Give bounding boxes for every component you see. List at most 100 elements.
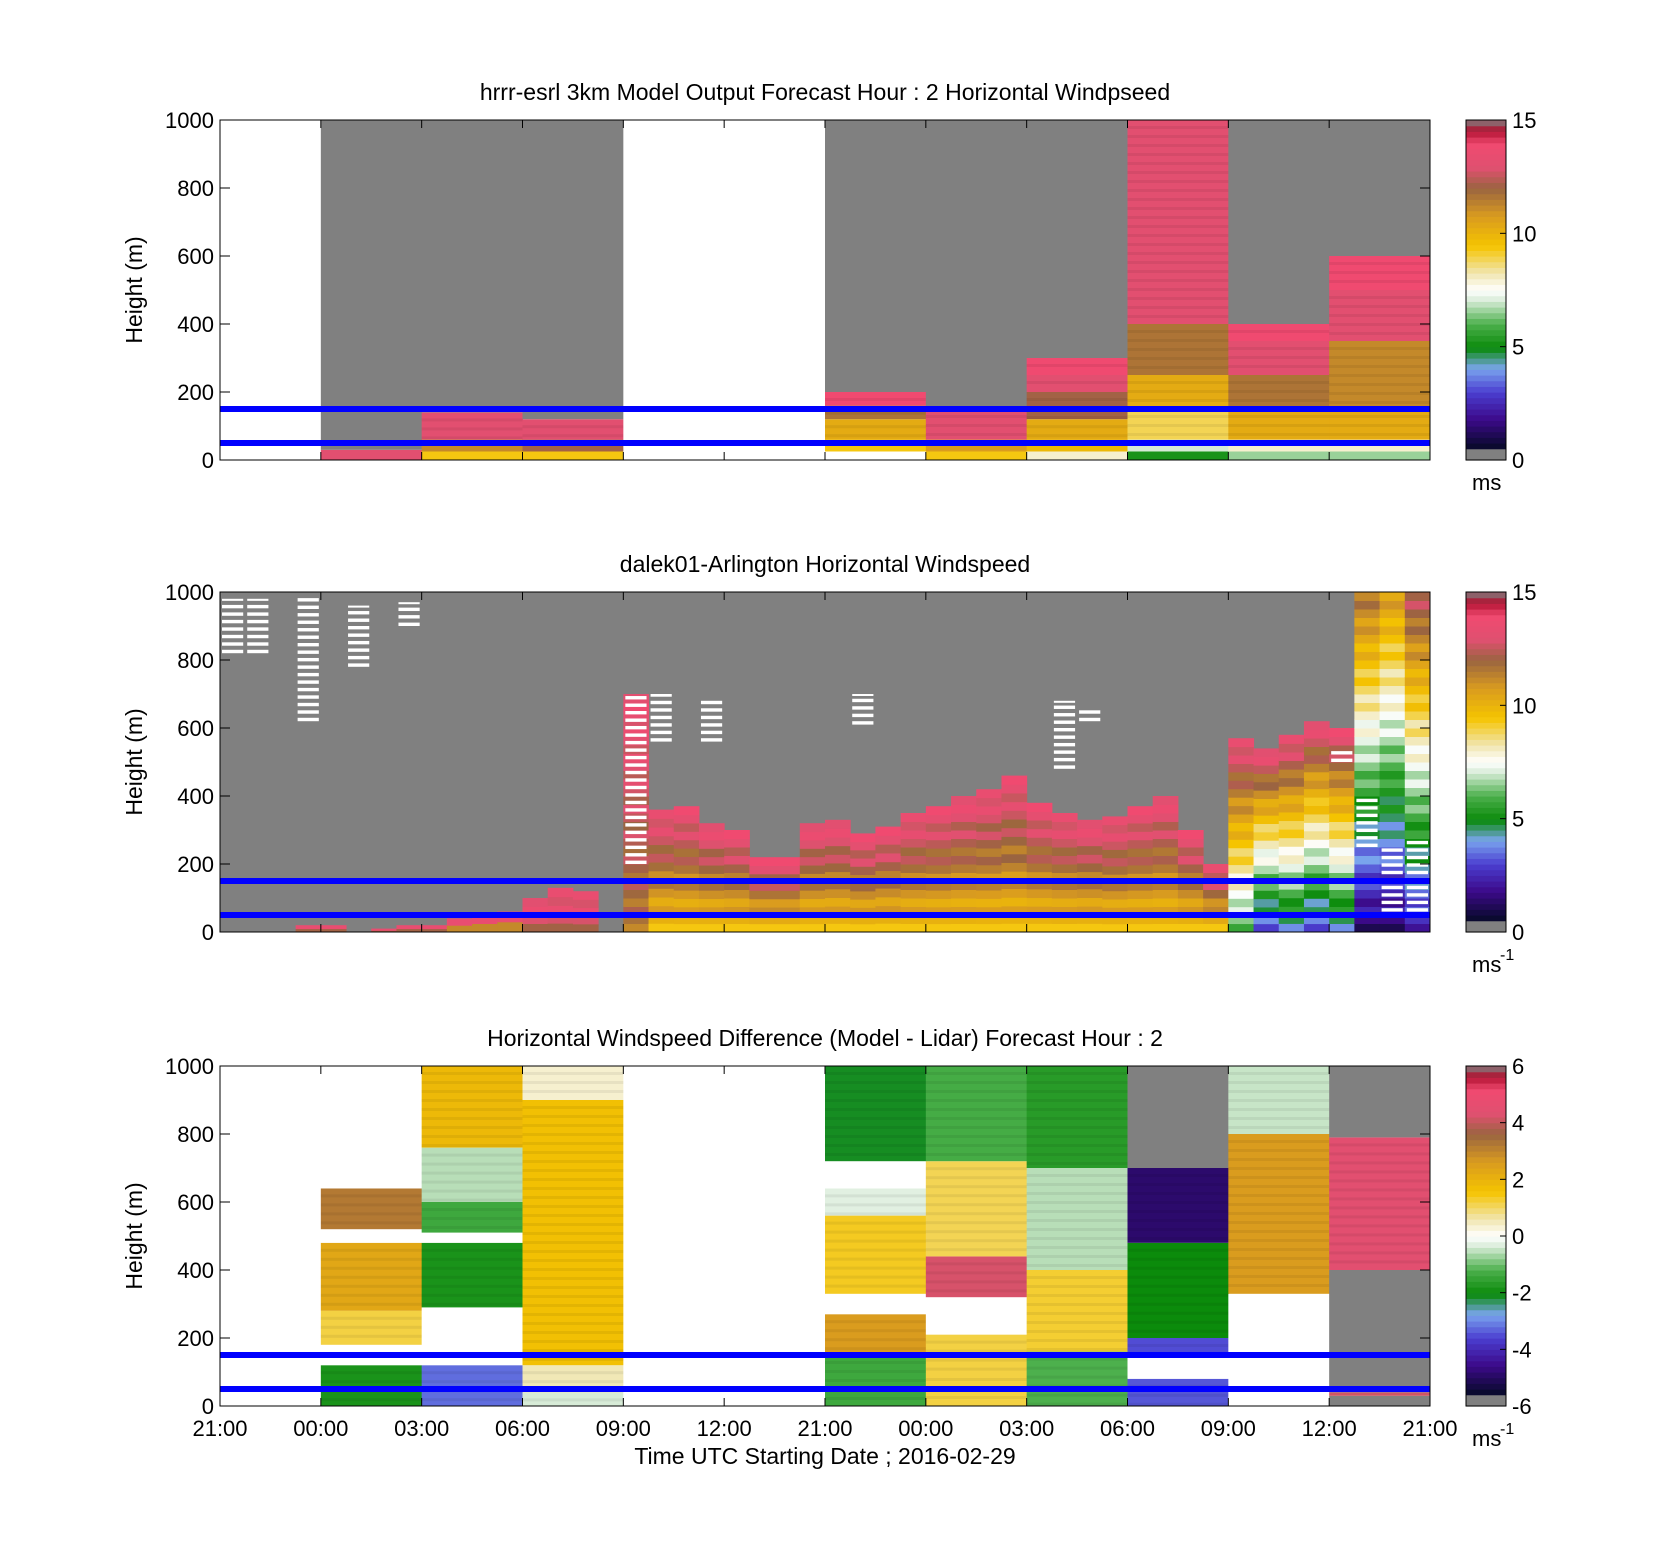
heatmap-cell [900, 923, 927, 933]
gap-patch [1381, 863, 1403, 867]
heatmap-cell-stripe [1127, 171, 1229, 174]
gap-patch [398, 602, 420, 605]
heatmap-cell [1379, 915, 1406, 924]
colorbar-swatch [1466, 603, 1506, 610]
heatmap-cell-stripe [825, 1379, 927, 1382]
heatmap-cell-stripe [1026, 1081, 1128, 1084]
heatmap-cell [623, 830, 650, 839]
heatmap-cell [875, 905, 902, 915]
heatmap-cell-stripe [1329, 1179, 1431, 1183]
heatmap-cell [1253, 798, 1280, 808]
colorbar-swatch [1466, 790, 1506, 797]
heatmap-cell [1354, 881, 1381, 890]
colorbar-swatch [1466, 926, 1506, 933]
heatmap-cell [1278, 871, 1305, 882]
heatmap-cell-stripe [522, 1223, 624, 1226]
colorbar-swatch [1466, 222, 1506, 229]
heatmap-cell [1253, 748, 1280, 758]
heatmap-cell-stripe [522, 1072, 624, 1075]
heatmap-cell [1152, 821, 1179, 831]
colorbar-tick-label: 6 [1512, 1054, 1524, 1079]
heatmap-cell [1329, 838, 1355, 848]
heatmap-cell [925, 806, 952, 816]
heatmap-cell [1379, 770, 1406, 780]
heatmap-cell [1329, 409, 1431, 440]
heatmap-cell [421, 1365, 523, 1406]
gap-patch [348, 640, 370, 645]
heatmap-cell-stripe [320, 1248, 423, 1252]
heatmap-cell [572, 899, 599, 909]
heatmap-cell [1001, 888, 1028, 898]
heatmap-cell [1253, 823, 1280, 833]
heatmap-cell-stripe [1329, 314, 1431, 317]
heatmap-cell [875, 896, 902, 907]
y-tick-label: 600 [177, 244, 214, 269]
heatmap-cell [1152, 906, 1179, 916]
heatmap-cell-stripe [1329, 392, 1431, 395]
heatmap-cell [623, 838, 650, 848]
heatmap-cell-stripe [1228, 399, 1330, 402]
heatmap-cell [1102, 816, 1128, 826]
colorbar-swatch [1466, 210, 1506, 217]
colorbar-swatch [1466, 273, 1506, 280]
gap-patch [247, 642, 269, 646]
colorbar-swatch [1466, 1315, 1506, 1322]
heatmap-cell-stripe [1026, 1285, 1128, 1288]
colorbar-swatch [1466, 898, 1506, 905]
heatmap-cell [1303, 729, 1330, 739]
colorbar-swatch [1466, 1213, 1506, 1220]
heatmap-cell [1379, 881, 1406, 890]
heatmap-cell [1278, 880, 1305, 890]
heatmap-cell-stripe [825, 1284, 927, 1288]
heatmap-cell [421, 1066, 523, 1148]
colorbar-swatch [1466, 256, 1506, 263]
heatmap-cell [825, 1293, 927, 1315]
heatmap-cell [320, 925, 347, 930]
heatmap-cell [951, 864, 977, 873]
gap-patch [297, 687, 319, 692]
heatmap-cell [1001, 897, 1028, 907]
heatmap-cell-stripe [522, 1232, 624, 1235]
heatmap-cell [295, 928, 322, 933]
heatmap-cell-stripe [1228, 1221, 1330, 1224]
heatmap-cell [1228, 341, 1330, 375]
heatmap-cell-stripe [925, 1248, 1028, 1252]
heatmap-cell [1303, 813, 1330, 823]
heatmap-cell [1253, 756, 1280, 766]
heatmap-cell [799, 823, 826, 833]
heatmap-cell-stripe [1026, 1339, 1128, 1342]
heatmap-cell [799, 831, 826, 841]
heatmap-cell-stripe [925, 1185, 1028, 1189]
heatmap-cell-stripe [1127, 144, 1229, 147]
heatmap-cell [799, 865, 826, 874]
heatmap-cell [1026, 820, 1053, 830]
gap-patch [297, 650, 319, 654]
heatmap-cell [698, 881, 725, 891]
heatmap-cell [1127, 831, 1154, 841]
heatmap-cell [1026, 419, 1128, 440]
colorbar-swatch [1466, 864, 1506, 871]
colorbar-swatch [1466, 813, 1506, 820]
heatmap-cell [1354, 711, 1381, 720]
heatmap-cell [1051, 830, 1078, 839]
colorbar-swatch [1466, 1400, 1506, 1407]
y-tick-label: 800 [177, 648, 214, 673]
colorbar-swatch [1466, 324, 1506, 331]
heatmap-cell [1379, 651, 1406, 661]
heatmap-cell [1001, 836, 1028, 846]
heatmap-cell [1278, 803, 1305, 813]
gap-patch [297, 598, 319, 602]
colorbar-tick-label: -6 [1512, 1394, 1532, 1419]
heatmap-cell [1152, 864, 1179, 873]
heatmap-cell-stripe [421, 1266, 523, 1270]
heatmap-cell [1303, 872, 1330, 882]
gap-patch [1406, 870, 1428, 875]
heatmap-cell [1253, 856, 1280, 866]
colorbar-swatch [1466, 1304, 1506, 1311]
colorbar-swatch [1466, 1122, 1506, 1129]
heatmap-cell [825, 120, 927, 392]
heatmap-cell-stripe [1329, 296, 1431, 299]
heatmap-cell-stripe [1026, 364, 1128, 367]
heatmap-cell-stripe [522, 434, 624, 438]
colorbar-swatch [1466, 1270, 1506, 1277]
